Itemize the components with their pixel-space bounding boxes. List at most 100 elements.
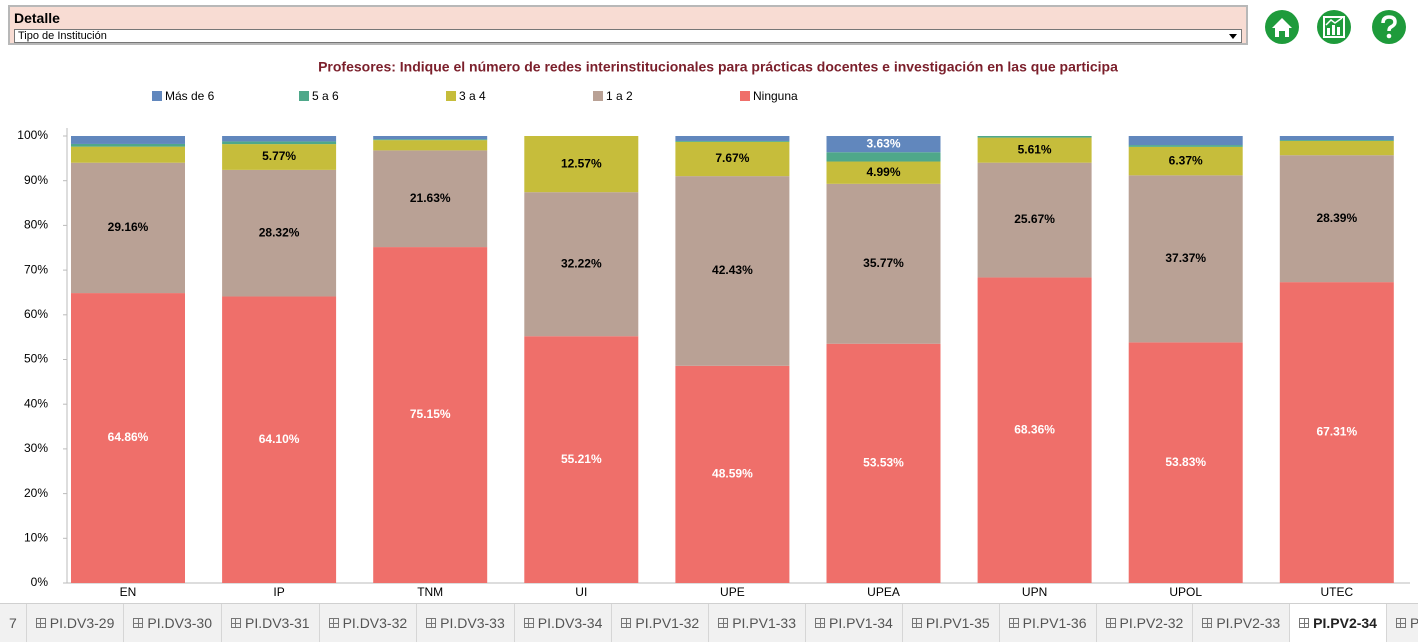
y-tick-label: 0% — [31, 575, 49, 589]
sheet-tab[interactable]: PI.DV3-30 — [124, 604, 222, 642]
sheet-tab[interactable]: PI.PV1-36 — [1000, 604, 1097, 642]
tab-icon — [35, 618, 46, 628]
tab-icon — [426, 618, 437, 628]
bar-segment — [71, 143, 185, 147]
legend-swatch — [152, 91, 162, 101]
legend-label: 1 a 2 — [606, 89, 633, 103]
sheet-tab[interactable]: PI.DV3-33 — [417, 604, 515, 642]
data-label: 53.53% — [863, 456, 904, 470]
bar-segment — [1279, 140, 1394, 156]
bar-segment — [675, 140, 790, 142]
tab-label: PI.DV3-32 — [342, 615, 408, 631]
data-label: 53.83% — [1165, 455, 1206, 469]
bar-segment — [826, 152, 941, 162]
data-label: 64.10% — [259, 432, 300, 446]
sheet-tab[interactable]: 7 — [0, 604, 27, 642]
sheet-tab[interactable]: PI.PV2-35 — [1387, 604, 1418, 642]
x-tick-label: TNM — [417, 585, 443, 599]
tab-icon — [1105, 618, 1116, 628]
data-label: 5.61% — [1018, 142, 1052, 156]
y-tick-label: 80% — [24, 218, 48, 232]
sheet-tab[interactable]: PI.PV2-32 — [1097, 604, 1194, 642]
tab-icon — [718, 618, 729, 628]
data-label: 32.22% — [561, 256, 602, 270]
bar-segment — [1128, 342, 1243, 583]
sheet-tab[interactable]: PI.PV1-32 — [612, 604, 710, 642]
y-tick-label: 50% — [24, 352, 48, 366]
legend-swatch — [299, 91, 309, 101]
toolbar-icons — [1265, 10, 1406, 44]
bar-segment — [977, 137, 1092, 163]
x-tick-label: UTEC — [1320, 585, 1353, 599]
tab-icon — [1202, 618, 1213, 628]
sheet-tab[interactable]: PI.DV3-29 — [27, 604, 125, 642]
sheet-tab[interactable]: PI.PV2-33 — [1193, 604, 1291, 642]
y-tick-label: 30% — [24, 441, 48, 455]
bar-segment — [71, 162, 185, 294]
data-label: 55.21% — [561, 452, 602, 466]
bar-segment — [826, 161, 941, 184]
sheet-tab[interactable]: PI.DV3-34 — [515, 604, 613, 642]
filter-title: Detalle — [14, 10, 60, 26]
data-label: 42.43% — [712, 263, 753, 277]
data-label: 21.63% — [410, 191, 451, 205]
tab-icon — [621, 618, 632, 628]
sheet-tab[interactable]: PI.PV2-34 — [1290, 604, 1387, 642]
tab-label: 7 — [9, 615, 17, 631]
sheet-tab[interactable]: PI.DV3-31 — [222, 604, 320, 642]
x-tick-label: UPOL — [1169, 585, 1202, 599]
bar-segment — [1128, 146, 1243, 176]
legend-label: Más de 6 — [165, 89, 215, 103]
data-label: 67.31% — [1316, 425, 1357, 439]
x-tick-label: UPE — [720, 585, 745, 599]
bar-segment — [222, 144, 337, 170]
bar-segment — [1128, 145, 1243, 147]
bar-segment — [71, 293, 185, 583]
tab-label: PI.DV3-31 — [244, 615, 310, 631]
data-label: 25.67% — [1014, 212, 1055, 226]
tab-label: PI.PV1-34 — [829, 615, 893, 631]
tab-icon — [1395, 618, 1406, 628]
y-tick-label: 10% — [24, 530, 48, 544]
data-label: 35.77% — [863, 256, 904, 270]
tab-icon — [911, 618, 922, 628]
tab-icon — [1008, 618, 1019, 628]
tab-label: PI.PV1-36 — [1022, 615, 1087, 631]
sheet-tab[interactable]: PI.PV1-33 — [709, 604, 807, 642]
data-label: 28.32% — [259, 225, 300, 239]
bar-segment — [222, 136, 337, 142]
y-tick-label: 70% — [24, 262, 48, 276]
bar-segment — [826, 136, 941, 153]
tab-label: PI.DV3-29 — [49, 615, 115, 631]
tab-icon — [815, 618, 826, 628]
home-button[interactable] — [1265, 10, 1299, 44]
chart-button[interactable] — [1317, 10, 1351, 44]
bar-segment — [373, 136, 488, 140]
legend-swatch — [740, 91, 750, 101]
sheet-tab[interactable]: PI.PV1-35 — [903, 604, 1000, 642]
sheet-tabs: 7 PI.DV3-29 PI.DV3-30 PI.DV3-31 PI.DV3-32 PI.… — [0, 603, 1418, 642]
help-button[interactable] — [1372, 10, 1406, 44]
tab-icon — [523, 618, 534, 628]
bar-segment — [826, 183, 941, 344]
filter-panel: Detalle Tipo de Institución — [8, 5, 1248, 45]
sheet-tab[interactable]: PI.PV1-34 — [806, 604, 903, 642]
legend-swatch — [593, 91, 603, 101]
data-label: 4.99% — [866, 165, 900, 179]
tab-label: PI.DV3-30 — [147, 615, 212, 631]
y-tick-label: 60% — [24, 307, 48, 321]
sheet-tab[interactable]: PI.DV3-32 — [320, 604, 418, 642]
data-label: 64.86% — [108, 430, 149, 444]
data-label: 48.59% — [712, 467, 753, 481]
bar-segment — [675, 141, 790, 177]
y-tick-label: 20% — [24, 486, 48, 500]
x-tick-label: UPEA — [867, 585, 900, 599]
data-label: 37.37% — [1165, 251, 1206, 265]
filter-dropdown[interactable]: Tipo de Institución — [14, 29, 1242, 43]
x-tick-label: UPN — [1022, 585, 1047, 599]
bar-segment — [373, 150, 488, 248]
bar-segment — [524, 136, 639, 193]
data-label: 3.63% — [866, 136, 900, 150]
legend-swatch — [446, 91, 456, 101]
bar-segment — [977, 136, 1092, 138]
